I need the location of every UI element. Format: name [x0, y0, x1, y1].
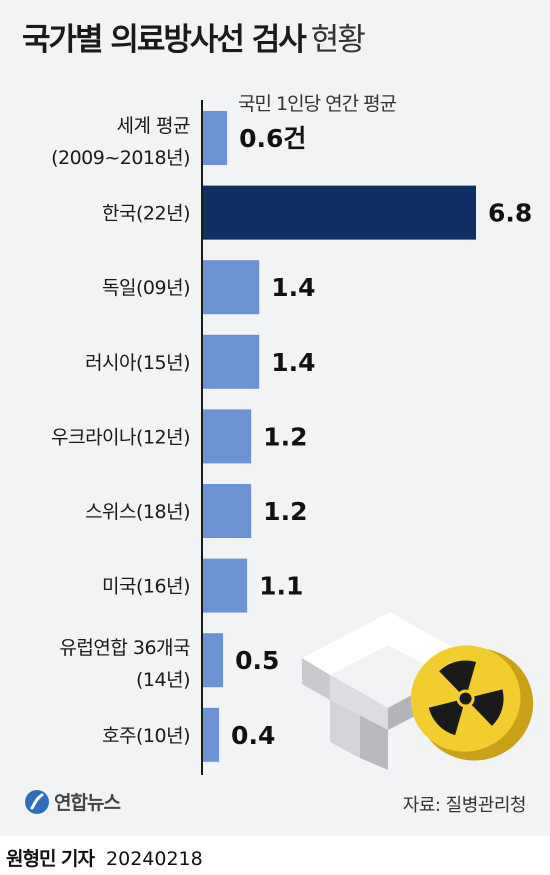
value-label-7: 0.5	[235, 646, 279, 675]
date: 20240218	[106, 848, 203, 870]
brand-name: 연합뉴스	[54, 792, 121, 814]
bar-3	[203, 334, 260, 389]
value-label-3: 1.4	[271, 348, 315, 377]
bar-1	[203, 185, 476, 240]
chart-subtitle: 국민 1인당 연간 평균	[238, 93, 397, 115]
category-label-4: 우크라이나(12년)	[51, 426, 190, 448]
category-sublabel-0: (2009~2018년)	[51, 147, 190, 169]
bar-0	[203, 111, 228, 165]
value-label-1: 6.8	[488, 199, 532, 228]
bars-group: 0.6건 세계 평균 (2009~2018년) 6.8 한국(22년) 1.4 독일(09년…	[51, 111, 532, 762]
value-label-4: 1.2	[263, 422, 307, 451]
medical-radiation-illustration	[302, 612, 534, 770]
bar-6	[203, 558, 248, 613]
chart-title: 국가별 의료방사선 검사 현황	[22, 14, 366, 59]
category-label-0: 세계 평균	[117, 115, 190, 137]
category-label-7: 유럽연합 36개국	[59, 637, 190, 659]
footer: 원형민 기자 20240218	[6, 844, 203, 871]
category-label-1: 한국(22년)	[102, 203, 190, 225]
radiation-icon	[410, 645, 534, 761]
author: 원형민 기자	[6, 848, 95, 870]
value-label-5: 1.2	[263, 497, 307, 526]
category-label-8: 호주(10년)	[102, 725, 190, 747]
category-label-6: 미국(16년)	[102, 576, 190, 598]
bar-4	[203, 409, 252, 464]
value-label-2: 1.4	[271, 273, 315, 302]
bar-7	[203, 633, 224, 688]
bar-5	[203, 484, 252, 538]
bar-chart: 0.6건 세계 평균 (2009~2018년) 6.8 한국(22년) 1.4 독일(09년…	[51, 100, 534, 775]
category-label-2: 독일(09년)	[102, 277, 190, 299]
value-label-0: 0.6건	[239, 124, 306, 153]
value-label-8: 0.4	[231, 721, 275, 750]
brand-logo: 연합뉴스	[24, 788, 121, 815]
infographic-card: 국가별 의료방사선 검사 현황 국민 1인당 연간 평균	[0, 0, 550, 836]
title-main: 국가별 의료방사선 검사	[22, 22, 307, 58]
title-suffix: 현황	[310, 22, 366, 58]
yonhap-logo-icon	[25, 789, 49, 814]
category-label-5: 스위스(18년)	[85, 501, 190, 523]
bar-8	[203, 707, 220, 762]
bar-2	[203, 260, 260, 315]
category-label-3: 러시아(15년)	[85, 352, 190, 374]
value-label-6: 1.1	[259, 572, 303, 601]
medical-cross-icon	[302, 612, 476, 770]
category-sublabel-7: (14년)	[136, 669, 190, 691]
source-note: 자료: 질병관리청	[402, 795, 527, 816]
